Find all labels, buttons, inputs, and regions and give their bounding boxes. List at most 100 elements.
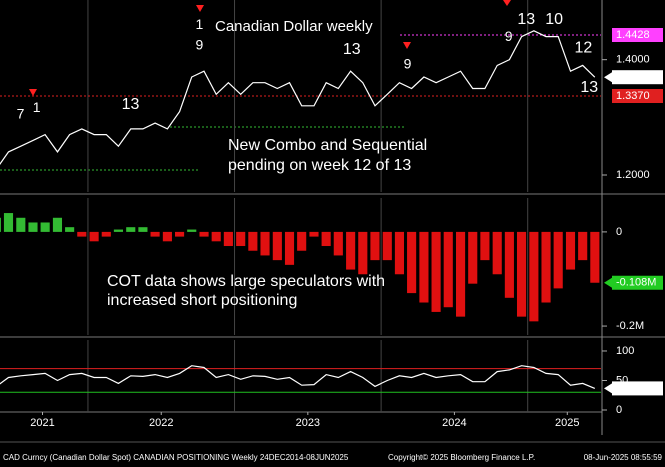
bar [40,222,50,232]
bar [456,231,466,317]
bar [358,231,368,275]
bar [150,231,160,237]
annotation: increased short positioning [107,292,297,309]
current-pointer [604,383,612,394]
bar [284,231,295,265]
footer-right: 08-Jun-2025 08:55:59 [584,453,663,462]
level-box [612,89,663,103]
bar [248,231,258,251]
series-line [0,30,596,165]
bar [346,231,356,270]
bar [443,231,453,308]
bar [138,227,148,232]
demark-count: 13 [580,79,598,96]
x-tick-label: 2024 [442,417,466,429]
bar [175,231,185,237]
current-pointer [604,277,612,288]
current-value-box [612,381,663,396]
level-box [612,27,663,42]
x-tick-label: 2022 [149,417,173,429]
sell-arrow [403,42,411,49]
bar [553,231,563,289]
bar [419,231,429,303]
bar [492,231,502,275]
y-tick-label: 0 [616,404,622,416]
demark-count: 9 [505,28,513,44]
y-tick-label: 0 [616,226,622,238]
bar [468,231,478,284]
bar [504,231,514,298]
demark-count: 13 [343,41,361,58]
bar [590,231,600,283]
y-tick-label: 1.4000 [616,54,650,66]
bar [407,231,417,294]
current-value-label: 1.3696 [616,71,650,83]
level-label: 1.3370 [616,90,650,102]
x-tick-label: 2025 [555,417,579,429]
series-line [0,365,596,389]
bar [236,231,246,247]
annotation: pending on week 12 of 13 [228,157,411,174]
demark-count: 9 [195,37,203,53]
bar [187,229,197,232]
current-value-label: -0.108M [616,277,656,289]
annotation: New Combo and Sequential [228,137,427,154]
bar [529,231,539,322]
y-tick-label: 100 [616,345,634,357]
x-tick-label: 2023 [296,417,320,429]
demark-count: 10 [545,11,563,28]
bar [272,231,282,261]
bar [211,231,221,242]
bar [0,217,1,232]
bar [65,227,75,232]
bar [126,227,136,232]
bar [321,231,331,247]
demark-count: 13 [122,96,140,113]
bar [77,231,87,237]
bar [370,231,380,261]
bar [199,231,209,237]
bar [223,231,233,247]
level-label: 1.4428 [616,29,650,41]
bar [394,231,405,275]
annotation: COT data shows large speculators with [107,273,385,290]
sell-arrow [503,0,511,6]
demark-count: 9 [404,56,412,72]
bar [578,231,588,261]
bar [309,231,319,237]
bar [113,229,124,232]
chart-title: Canadian Dollar weekly [215,18,373,35]
current-value-box [612,275,663,290]
demark-count: 12 [575,39,593,56]
demark-count: 1 [33,99,41,115]
bar [541,231,551,303]
bar [382,231,392,261]
bar [16,217,26,232]
bar [28,222,38,232]
bar [480,231,490,261]
current-pointer [604,72,612,83]
y-tick-label: 1.2000 [616,169,650,181]
sell-arrow [29,89,37,96]
demark-count: 7 [17,106,25,122]
y-tick-label: -0.2M [616,320,644,332]
demark-count: 13 [517,11,535,28]
x-tick-label: 2021 [30,417,54,429]
current-value-label: 36.578 [616,382,650,394]
sell-arrow [196,5,204,12]
bar [516,231,527,317]
footer-left: CAD Curncy (Canadian Dollar Spot) CANADI… [3,453,349,462]
current-value-box [612,70,663,85]
bar [89,231,99,242]
bar [297,231,307,251]
bar [162,231,172,242]
bar [52,217,63,232]
footer-center: Copyright© 2025 Bloomberg Finance L.P. [388,453,535,462]
bar [3,213,14,232]
bar [260,231,270,256]
bar [431,231,441,312]
bar [333,231,343,256]
demark-count: 1 [195,16,203,32]
